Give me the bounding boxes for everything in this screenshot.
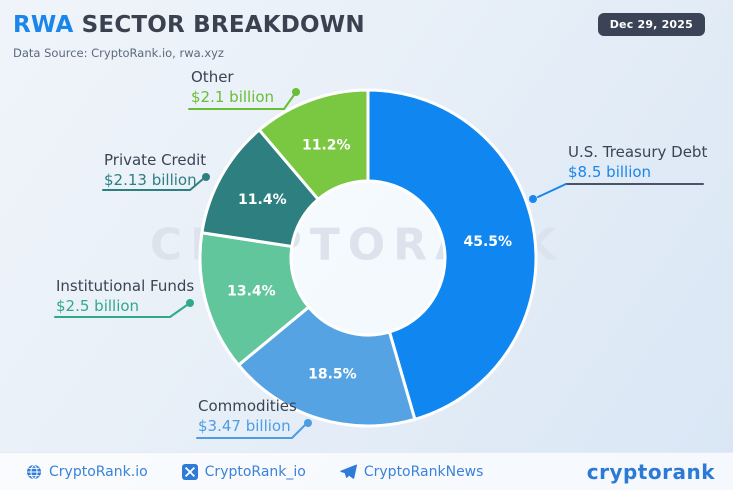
title-rest: SECTOR BREAKDOWN bbox=[73, 12, 365, 38]
page-title: RWA SECTOR BREAKDOWN bbox=[13, 12, 365, 38]
sector-name: Private Credit bbox=[104, 151, 207, 169]
footer: CryptoRank.io CryptoRank_io CryptoRankNe… bbox=[0, 452, 733, 490]
footer-link-x[interactable]: CryptoRank_io bbox=[181, 463, 306, 480]
label-commodities: Commodities $3.47 billion bbox=[198, 396, 297, 437]
label-institutional-funds: Institutional Funds $2.5 billion bbox=[56, 276, 194, 317]
sector-name: Institutional Funds bbox=[56, 277, 195, 295]
leader-line-us-treasury-debt bbox=[537, 183, 567, 198]
footer-link-label: CryptoRank_io bbox=[204, 463, 306, 480]
sector-name: U.S. Treasury Debt bbox=[568, 143, 708, 161]
slice-percent-label: 11.2% bbox=[302, 137, 351, 153]
slice-percent-label: 18.5% bbox=[308, 367, 357, 383]
slice-percent-label: 13.4% bbox=[227, 283, 276, 299]
leader-dot-commodities bbox=[304, 419, 312, 427]
sector-name: Commodities bbox=[198, 397, 297, 415]
x-icon bbox=[181, 463, 198, 480]
sector-value: $3.47 billion bbox=[198, 417, 291, 436]
watermark-text: CRYPTORANK bbox=[149, 219, 565, 271]
sector-name: Other bbox=[191, 68, 234, 86]
telegram-icon bbox=[340, 464, 357, 479]
title-highlight: RWA bbox=[13, 12, 74, 38]
label-other: Other $2.1 billion bbox=[191, 67, 274, 108]
sector-value: $8.5 billion bbox=[568, 163, 652, 182]
globe-icon bbox=[26, 464, 42, 480]
slice-percent-label: 11.4% bbox=[238, 192, 287, 208]
leader-dot-other bbox=[292, 88, 300, 96]
cryptorank-logo: cryptorank bbox=[586, 459, 715, 484]
footer-link-website[interactable]: CryptoRank.io bbox=[26, 464, 148, 480]
leader-line-other bbox=[283, 94, 295, 110]
date-badge: Dec 29, 2025 bbox=[597, 13, 705, 36]
sector-value: $2.1 billion bbox=[191, 88, 275, 107]
footer-link-telegram[interactable]: CryptoRankNews bbox=[340, 463, 484, 480]
leader-dot-us-treasury-debt bbox=[529, 195, 537, 203]
footer-link-label: CryptoRank.io bbox=[49, 463, 148, 480]
sector-value: $2.13 billion bbox=[104, 171, 197, 190]
label-private-credit: Private Credit $2.13 billion bbox=[104, 150, 206, 191]
data-source-note: Data Source: CryptoRank.io, rwa.xyz bbox=[13, 46, 224, 60]
sector-value: $2.5 billion bbox=[56, 297, 140, 316]
label-us-treasury-debt: U.S. Treasury Debt $8.5 billion bbox=[568, 142, 707, 183]
footer-link-label: CryptoRankNews bbox=[363, 463, 484, 480]
